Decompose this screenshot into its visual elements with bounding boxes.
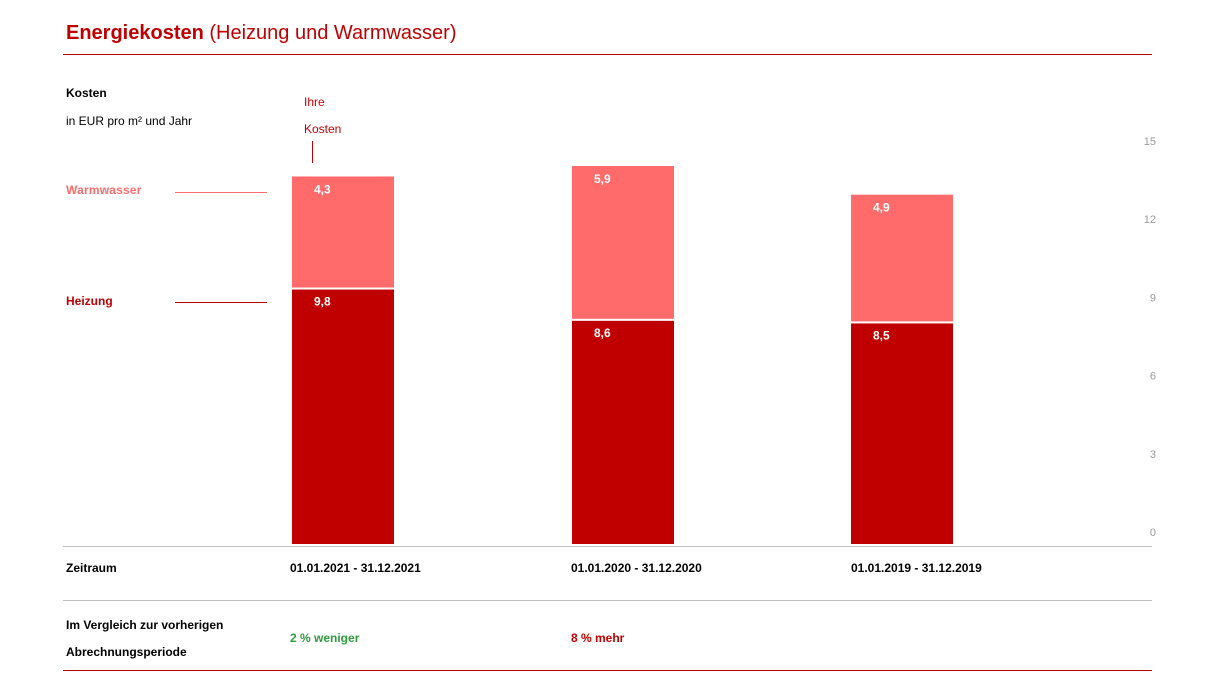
bar-segment-separator-1 [572, 318, 674, 321]
legend-heizung-line [175, 302, 267, 303]
axis-label: Kosten [66, 86, 107, 100]
bar-heizung-2 [851, 322, 953, 544]
legend-heizung: Heizung [66, 294, 113, 308]
table-divider [63, 600, 1152, 601]
y-tick-label: 15 [1144, 136, 1156, 148]
footer-divider [63, 670, 1152, 671]
bar-segment-separator-2 [851, 321, 953, 324]
title-divider [63, 54, 1152, 55]
period-2019: 01.01.2019 - 31.12.2019 [851, 561, 982, 575]
y-tick-label: 3 [1150, 449, 1156, 461]
y-tick-label: 9 [1150, 292, 1156, 304]
title-main: Energiekosten [66, 22, 204, 44]
chart-baseline [63, 546, 1152, 547]
y-tick-label: 6 [1150, 371, 1156, 383]
bar-warmwasser-0 [292, 176, 394, 289]
period-2020: 01.01.2020 - 31.12.2020 [571, 561, 702, 575]
comparison-row-label-line2: Abrechnungsperiode [66, 645, 187, 659]
your-costs-marker-tick [312, 141, 313, 163]
bar-label-heizung-1: 8,6 [594, 326, 611, 340]
bar-label-warmwasser-2: 4,9 [873, 201, 890, 215]
page-title: Energiekosten (Heizung und Warmwasser) [66, 22, 457, 45]
axis-unit: in EUR pro m² und Jahr [66, 114, 193, 128]
bar-heizung-1 [572, 319, 674, 544]
title-subtitle: (Heizung und Warmwasser) [209, 22, 457, 44]
y-tick-label: 0 [1150, 527, 1156, 539]
y-tick-label: 12 [1144, 214, 1156, 226]
comparison-row-label-line1: Im Vergleich zur vorherigen [66, 618, 224, 632]
period-2021: 01.01.2021 - 31.12.2021 [290, 561, 421, 575]
bar-label-warmwasser-1: 5,9 [594, 172, 611, 186]
legend-warmwasser-line [175, 192, 267, 193]
your-costs-marker: Ihre Kosten [304, 89, 364, 143]
bar-label-heizung-0: 9,8 [314, 295, 331, 309]
bar-warmwasser-1 [572, 166, 674, 320]
bar-segment-separator-0 [292, 287, 394, 290]
period-row-label: Zeitraum [66, 561, 117, 575]
bar-label-heizung-2: 8,5 [873, 328, 890, 342]
bar-warmwasser-2 [851, 194, 953, 323]
comparison-2020: 8 % mehr [571, 631, 625, 645]
your-costs-marker-line2: Kosten [304, 122, 342, 136]
comparison-2021: 2 % weniger [290, 631, 360, 645]
bar-heizung-0 [292, 288, 394, 544]
legend-warmwasser: Warmwasser [66, 183, 142, 197]
bar-label-warmwasser-0: 4,3 [314, 182, 331, 196]
your-costs-marker-line1: Ihre [304, 95, 325, 109]
